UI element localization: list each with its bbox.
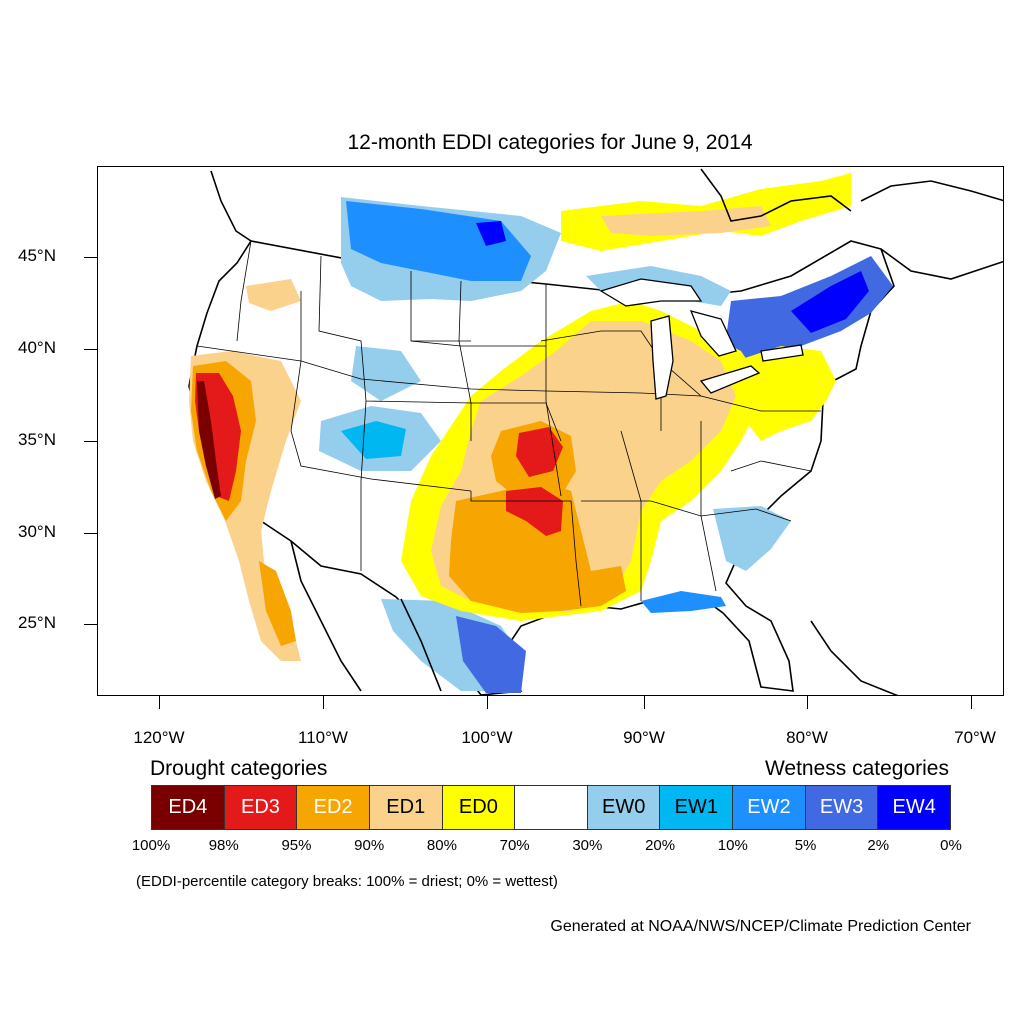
lon-tick xyxy=(323,696,324,709)
legend-break-label: 0% xyxy=(940,837,962,854)
lat-label-25: 25°N xyxy=(18,613,56,632)
legend-break-label: 95% xyxy=(281,837,312,854)
state-lines xyxy=(196,240,821,607)
eddi-map xyxy=(188,168,1003,695)
lon-tick xyxy=(971,696,972,709)
legend-break-label: 5% xyxy=(794,837,817,854)
dry-ed3-kansas xyxy=(516,427,563,477)
lon-label-110: 110°W xyxy=(298,728,348,747)
wet-texas-core xyxy=(456,616,526,693)
lon-label-80: 80°W xyxy=(786,728,828,747)
lon-tick xyxy=(644,696,645,709)
legend-box-ed0: ED0 xyxy=(442,786,516,829)
legend-box-ew0: EW0 xyxy=(587,786,661,829)
wet-utah xyxy=(351,346,421,401)
wet-north-core xyxy=(346,201,531,281)
dry-ed1-idaho xyxy=(246,279,301,311)
wetness-categories-title: Wetness categories xyxy=(764,757,949,780)
legend-box-ed3: ED3 xyxy=(224,786,298,829)
drought-categories-title: Drought categories xyxy=(150,757,328,780)
lat-tick xyxy=(84,441,97,442)
lat-tick xyxy=(84,533,97,534)
credit-text: Generated at NOAA/NWS/NCEP/Climate Predi… xyxy=(550,918,971,935)
wet-ne-deep xyxy=(791,271,869,333)
legend-break-label: 10% xyxy=(717,837,748,854)
lon-label-90: 90°W xyxy=(623,728,665,747)
wet-southeast xyxy=(713,506,791,571)
lat-label-35: 35°N xyxy=(18,430,56,449)
dry-ed4-coast xyxy=(197,381,221,499)
lat-label-30: 30°N xyxy=(18,522,56,541)
dry-ed2-plains xyxy=(449,481,626,613)
lake-erie xyxy=(699,365,761,394)
lat-label-40: 40°N xyxy=(18,338,56,357)
legend-bar: ED4 ED3 ED2 ED1 ED0 EW0 EW1 EW2 EW3 EW4 xyxy=(151,785,951,830)
lon-tick xyxy=(807,696,808,709)
lat-tick xyxy=(84,349,97,350)
lake-superior xyxy=(599,278,703,307)
legend-box-ed1: ED1 xyxy=(369,786,443,829)
legend-break-label: 100% xyxy=(131,837,171,854)
lat-tick xyxy=(84,624,97,625)
legend-box-ed2: ED2 xyxy=(297,786,370,829)
lon-label-70: 70°W xyxy=(954,728,996,747)
lon-label-120: 120°W xyxy=(133,728,185,747)
lon-label-100: 100°W xyxy=(461,728,513,747)
legend-break-label: 2% xyxy=(867,837,890,854)
dry-ed3-oklahoma xyxy=(506,487,563,536)
map-title: 12-month EDDI categories for June 9, 201… xyxy=(347,131,753,154)
legend-break-label: 98% xyxy=(208,837,239,854)
lake-ontario xyxy=(760,344,804,362)
legend-box-neutral xyxy=(515,786,588,829)
category-note: (EDDI-percentile category breaks: 100% =… xyxy=(136,873,558,890)
legend-break-label: 30% xyxy=(572,837,603,854)
legend-box-ew2: EW2 xyxy=(733,786,806,829)
legend-break-label: 90% xyxy=(354,837,385,854)
wet-north-deep xyxy=(476,221,506,246)
legend-break-label: 70% xyxy=(499,837,530,854)
lat-label-45: 45°N xyxy=(18,246,56,265)
legend-break-label: 20% xyxy=(645,837,676,854)
lat-tick xyxy=(84,257,97,258)
lake-huron xyxy=(689,310,737,357)
wet-colorado-core xyxy=(341,421,406,459)
legend-break-label: 80% xyxy=(426,837,457,854)
lon-tick xyxy=(159,696,160,709)
legend-box-ed4: ED4 xyxy=(152,786,225,829)
lon-tick xyxy=(487,696,488,709)
lake-michigan xyxy=(650,315,674,400)
legend-box-ew4: EW4 xyxy=(878,786,951,829)
legend-box-ew3: EW3 xyxy=(805,786,879,829)
map-frame xyxy=(97,166,1004,696)
wet-gulf-coast xyxy=(641,591,726,613)
legend-box-ew1: EW1 xyxy=(660,786,734,829)
dry-ed2-baja xyxy=(259,561,296,646)
dry-ed0-northeast xyxy=(736,346,836,441)
coastlines xyxy=(210,168,1003,695)
